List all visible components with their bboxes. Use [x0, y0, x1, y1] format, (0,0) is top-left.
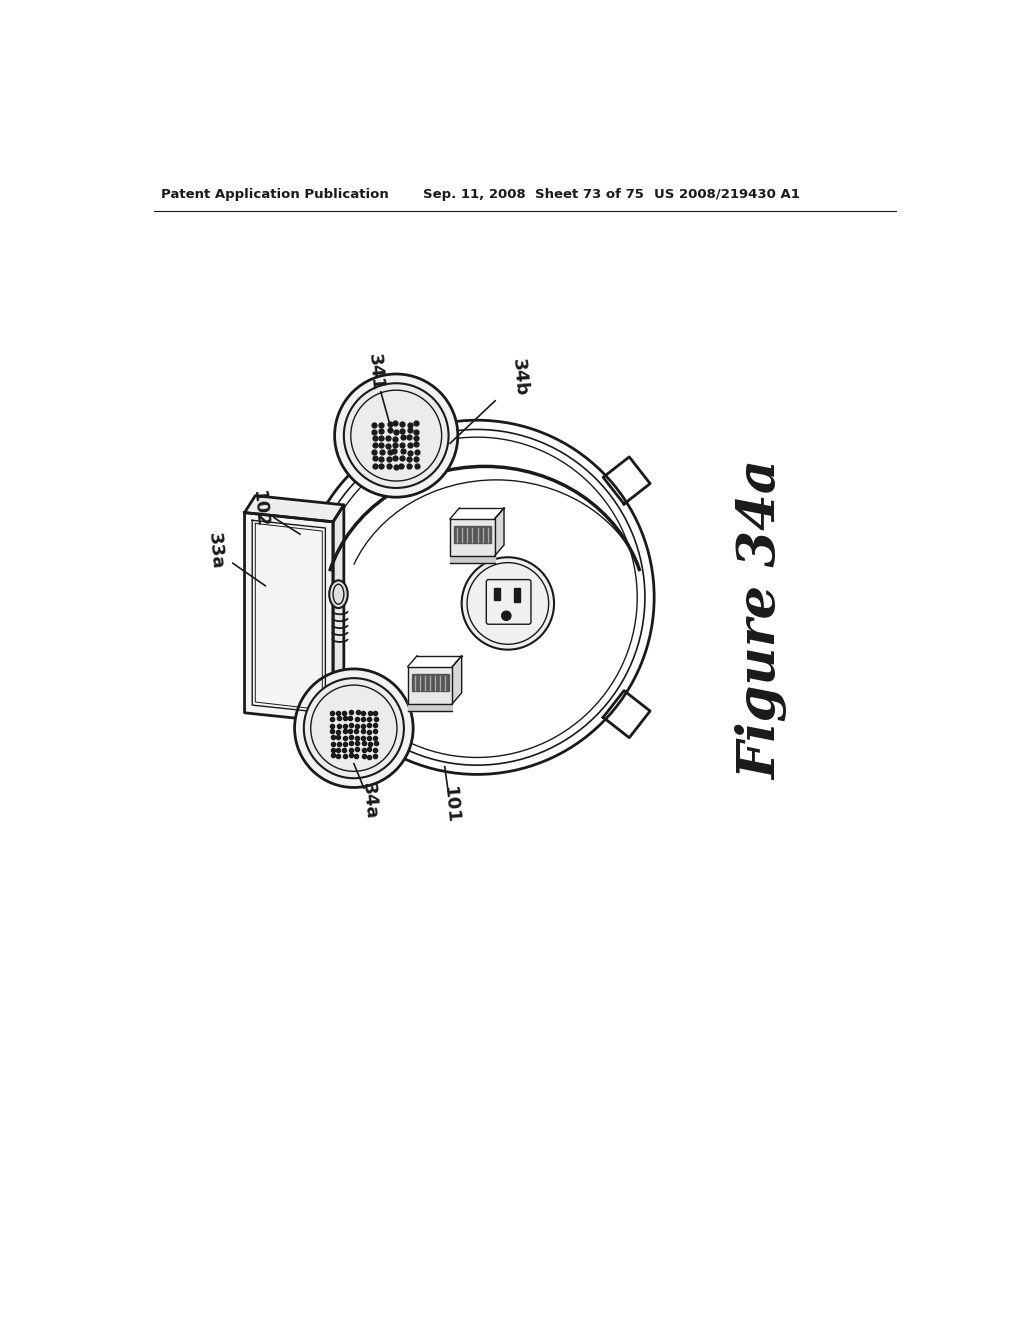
Text: 34a: 34a: [358, 783, 380, 821]
Polygon shape: [408, 704, 453, 711]
Ellipse shape: [330, 581, 348, 609]
Text: Sep. 11, 2008  Sheet 73 of 75: Sep. 11, 2008 Sheet 73 of 75: [423, 187, 644, 201]
Polygon shape: [451, 556, 495, 564]
Circle shape: [304, 678, 403, 779]
Bar: [514, 589, 520, 602]
Polygon shape: [245, 496, 344, 521]
Text: Figure 34a: Figure 34a: [736, 461, 787, 780]
Text: 33a: 33a: [205, 532, 226, 570]
Bar: [494, 589, 500, 601]
Circle shape: [502, 611, 511, 620]
Circle shape: [295, 669, 413, 788]
Polygon shape: [495, 508, 504, 556]
Circle shape: [462, 557, 554, 649]
Polygon shape: [451, 519, 495, 556]
Text: US 2008/219430 A1: US 2008/219430 A1: [654, 187, 800, 201]
Circle shape: [344, 383, 449, 488]
Polygon shape: [412, 675, 449, 692]
Text: 34b: 34b: [509, 358, 530, 397]
Text: 341: 341: [365, 352, 386, 392]
Polygon shape: [453, 656, 462, 704]
Polygon shape: [408, 667, 453, 704]
Polygon shape: [245, 512, 333, 722]
Text: 101: 101: [439, 785, 461, 825]
Polygon shape: [454, 527, 490, 544]
Text: 102: 102: [249, 490, 270, 528]
Polygon shape: [333, 506, 344, 722]
Circle shape: [335, 374, 458, 498]
Text: Patent Application Publication: Patent Application Publication: [162, 187, 389, 201]
